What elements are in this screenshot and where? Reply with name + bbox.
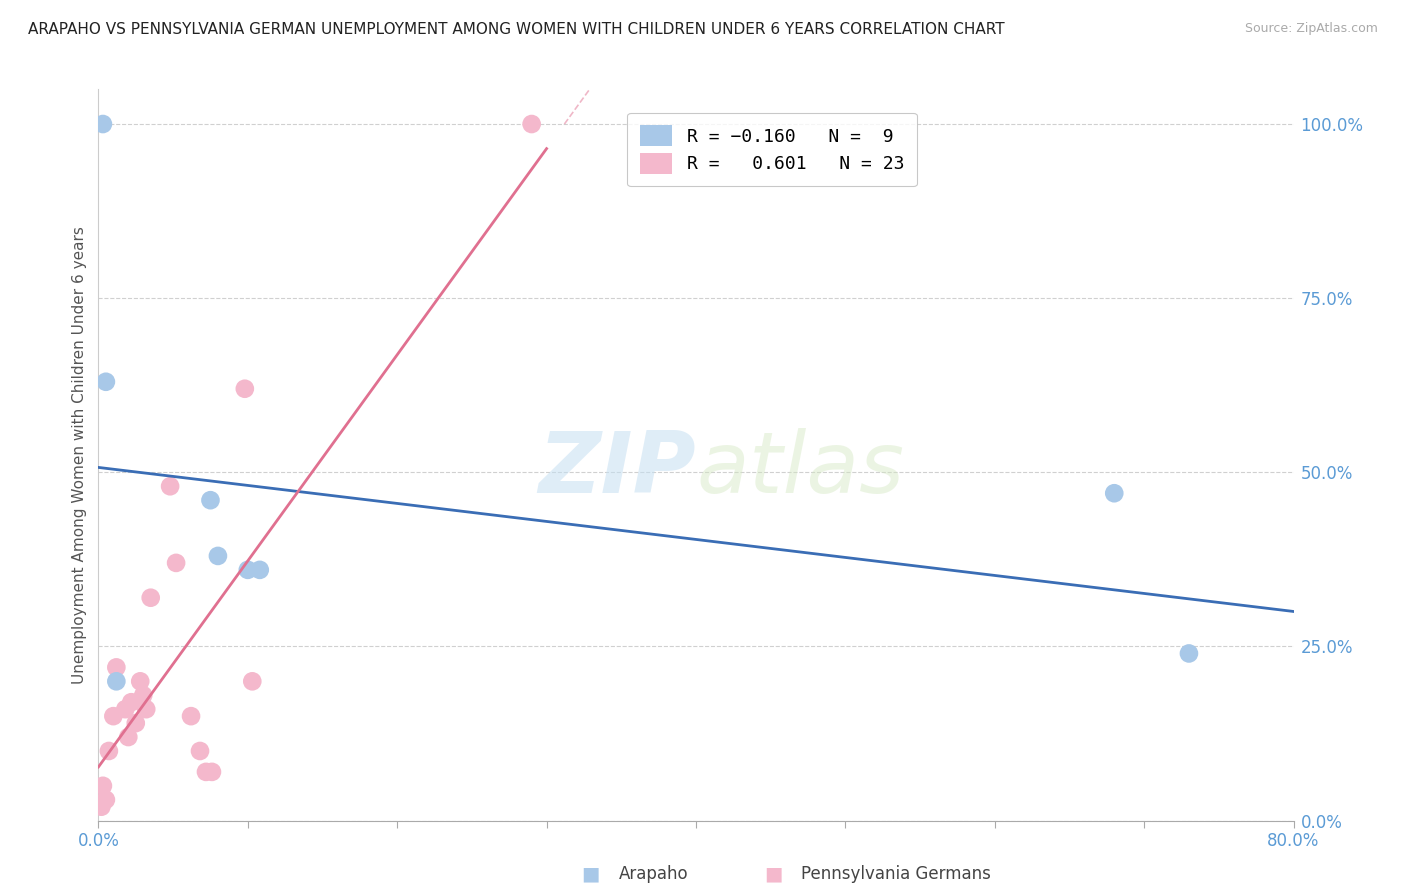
Text: Pennsylvania Germans: Pennsylvania Germans: [801, 865, 991, 883]
Point: [125, 716, 148, 731]
Point: [90, 799, 112, 814]
Point: [188, 744, 211, 758]
Point: [135, 702, 157, 716]
Point: [117, 730, 139, 744]
Point: [94, 375, 117, 389]
Point: [91, 779, 114, 793]
Point: [520, 117, 543, 131]
Point: [1104, 486, 1126, 500]
Point: [91, 117, 114, 131]
Text: ■: ■: [581, 864, 600, 883]
Point: [120, 695, 142, 709]
Text: atlas: atlas: [696, 428, 904, 511]
Point: [114, 702, 136, 716]
Point: [200, 493, 222, 508]
Point: [236, 563, 259, 577]
Point: [165, 556, 187, 570]
Point: [180, 709, 202, 723]
Text: ARAPAHO VS PENNSYLVANIA GERMAN UNEMPLOYMENT AMONG WOMEN WITH CHILDREN UNDER 6 YE: ARAPAHO VS PENNSYLVANIA GERMAN UNEMPLOYM…: [28, 22, 1005, 37]
Legend: R = −0.160   N =  9, R =   0.601   N = 23: R = −0.160 N = 9, R = 0.601 N = 23: [627, 113, 917, 186]
Point: [195, 764, 218, 779]
Text: ZIP: ZIP: [538, 428, 696, 511]
Point: [94, 793, 117, 807]
Y-axis label: Unemployment Among Women with Children Under 6 years: Unemployment Among Women with Children U…: [72, 226, 87, 684]
Point: [139, 591, 162, 605]
Point: [159, 479, 181, 493]
Point: [105, 674, 128, 689]
Text: ■: ■: [763, 864, 783, 883]
Point: [132, 688, 155, 702]
Point: [103, 709, 125, 723]
Point: [207, 549, 229, 563]
Point: [97, 744, 120, 758]
Point: [240, 674, 263, 689]
Point: [233, 382, 256, 396]
Point: [105, 660, 128, 674]
Point: [201, 764, 224, 779]
Text: Source: ZipAtlas.com: Source: ZipAtlas.com: [1244, 22, 1378, 36]
Point: [129, 674, 152, 689]
Point: [1178, 647, 1201, 661]
Point: [249, 563, 271, 577]
Text: Arapaho: Arapaho: [619, 865, 689, 883]
